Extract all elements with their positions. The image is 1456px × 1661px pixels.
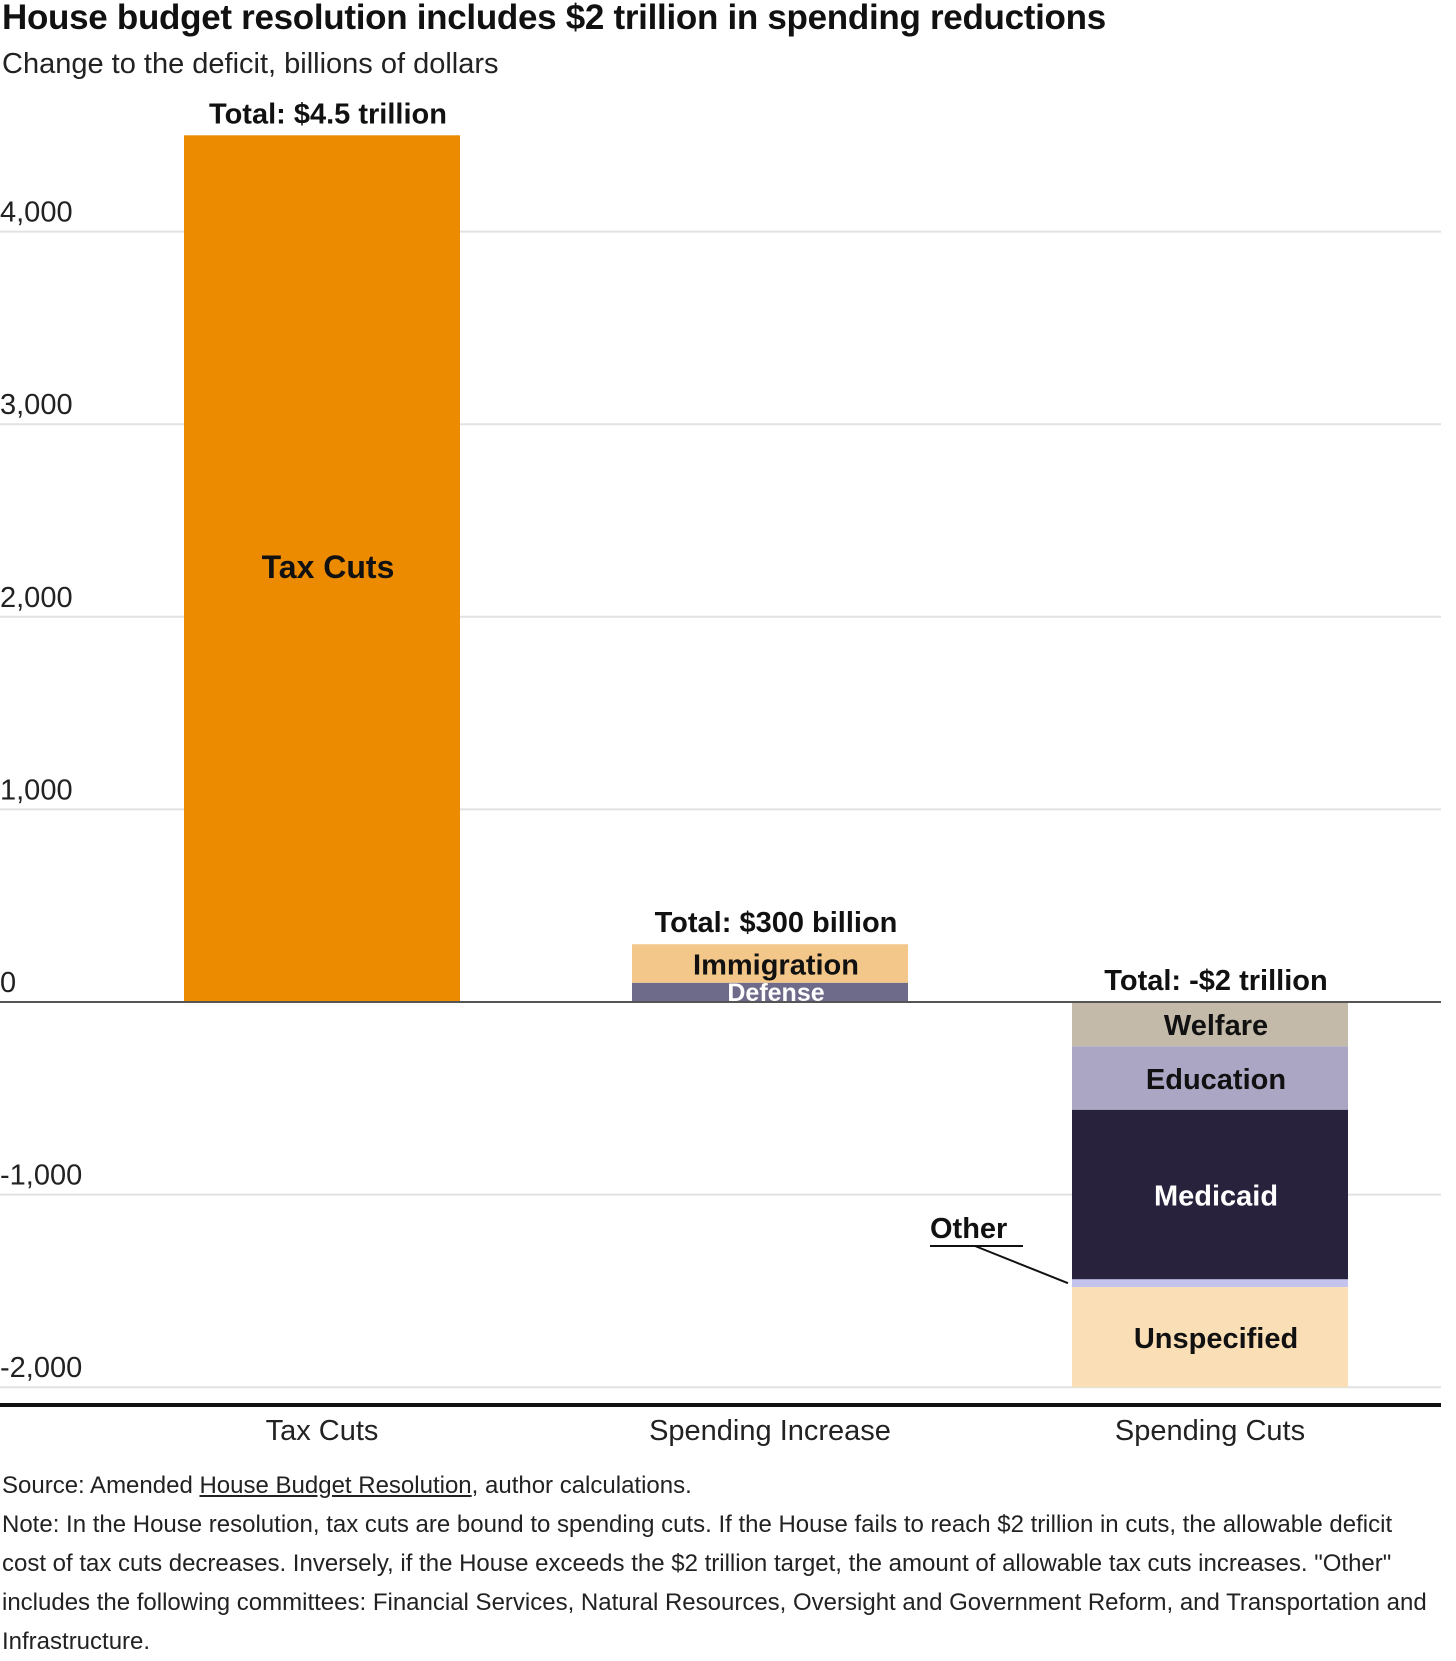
y-tick-label: 1,000: [0, 774, 73, 806]
segment-label-education: Education: [1146, 1064, 1286, 1096]
segment-label-immigration: Immigration: [693, 949, 859, 981]
bar-segment-medicaid: [1072, 1109, 1348, 1280]
total-label: Total: $4.5 trillion: [209, 98, 447, 130]
segment-label-other: Other: [930, 1213, 1007, 1245]
total-label: Total: $300 billion: [655, 907, 898, 939]
bar-segment-defense: [632, 982, 908, 1002]
total-label: Total: -$2 trillion: [1104, 965, 1327, 997]
x-tick-label: Spending Cuts: [1115, 1415, 1305, 1447]
segment-label-welfare: Welfare: [1164, 1010, 1268, 1042]
source-line: Source: Amended House Budget Resolution,…: [2, 1466, 1442, 1505]
bar-segment-immigration: [632, 944, 908, 983]
stacked-bar-chart: 4,000 3,000 2,000 1,000 0 -1,000 -2,000 Tax Cut…: [0, 98, 1441, 1447]
segment-label-defense: Defense: [727, 979, 824, 1007]
y-tick-label: 0: [0, 967, 16, 999]
y-tick-label: -2,000: [0, 1352, 82, 1384]
bar-segment-welfare: [1072, 1002, 1348, 1047]
bar-segment-unspecified: [1072, 1287, 1348, 1388]
chart-title: House budget resolution includes $2 tril…: [2, 0, 1106, 37]
x-tick-label: Spending Increase: [649, 1415, 891, 1447]
chart-footer: Source: Amended House Budget Resolution,…: [2, 1466, 1442, 1661]
segment-label-unspecified: Unspecified: [1134, 1323, 1298, 1355]
chart-subtitle: Change to the deficit, billions of dolla…: [2, 48, 499, 80]
source-suffix: , author calculations.: [471, 1472, 692, 1499]
x-tick-label: Tax Cuts: [266, 1415, 379, 1447]
y-tick-label: 2,000: [0, 582, 73, 614]
callout-leader-line: [974, 1245, 1069, 1285]
y-tick-label: -1,000: [0, 1160, 82, 1192]
segment-label-tax-cuts: Tax Cuts: [262, 549, 395, 585]
y-tick-label: 3,000: [0, 389, 73, 421]
bar-segment-education: [1072, 1046, 1348, 1110]
bar-segment-tax-cuts: [184, 135, 460, 1003]
source-prefix: Source: Amended: [2, 1472, 200, 1499]
note-text: Note: In the House resolution, tax cuts …: [2, 1511, 1427, 1655]
source-link[interactable]: House Budget Resolution: [199, 1472, 472, 1499]
segment-label-medicaid: Medicaid: [1154, 1181, 1278, 1213]
bar-segment-other: [1072, 1279, 1348, 1288]
y-tick-label: 4,000: [0, 197, 73, 229]
